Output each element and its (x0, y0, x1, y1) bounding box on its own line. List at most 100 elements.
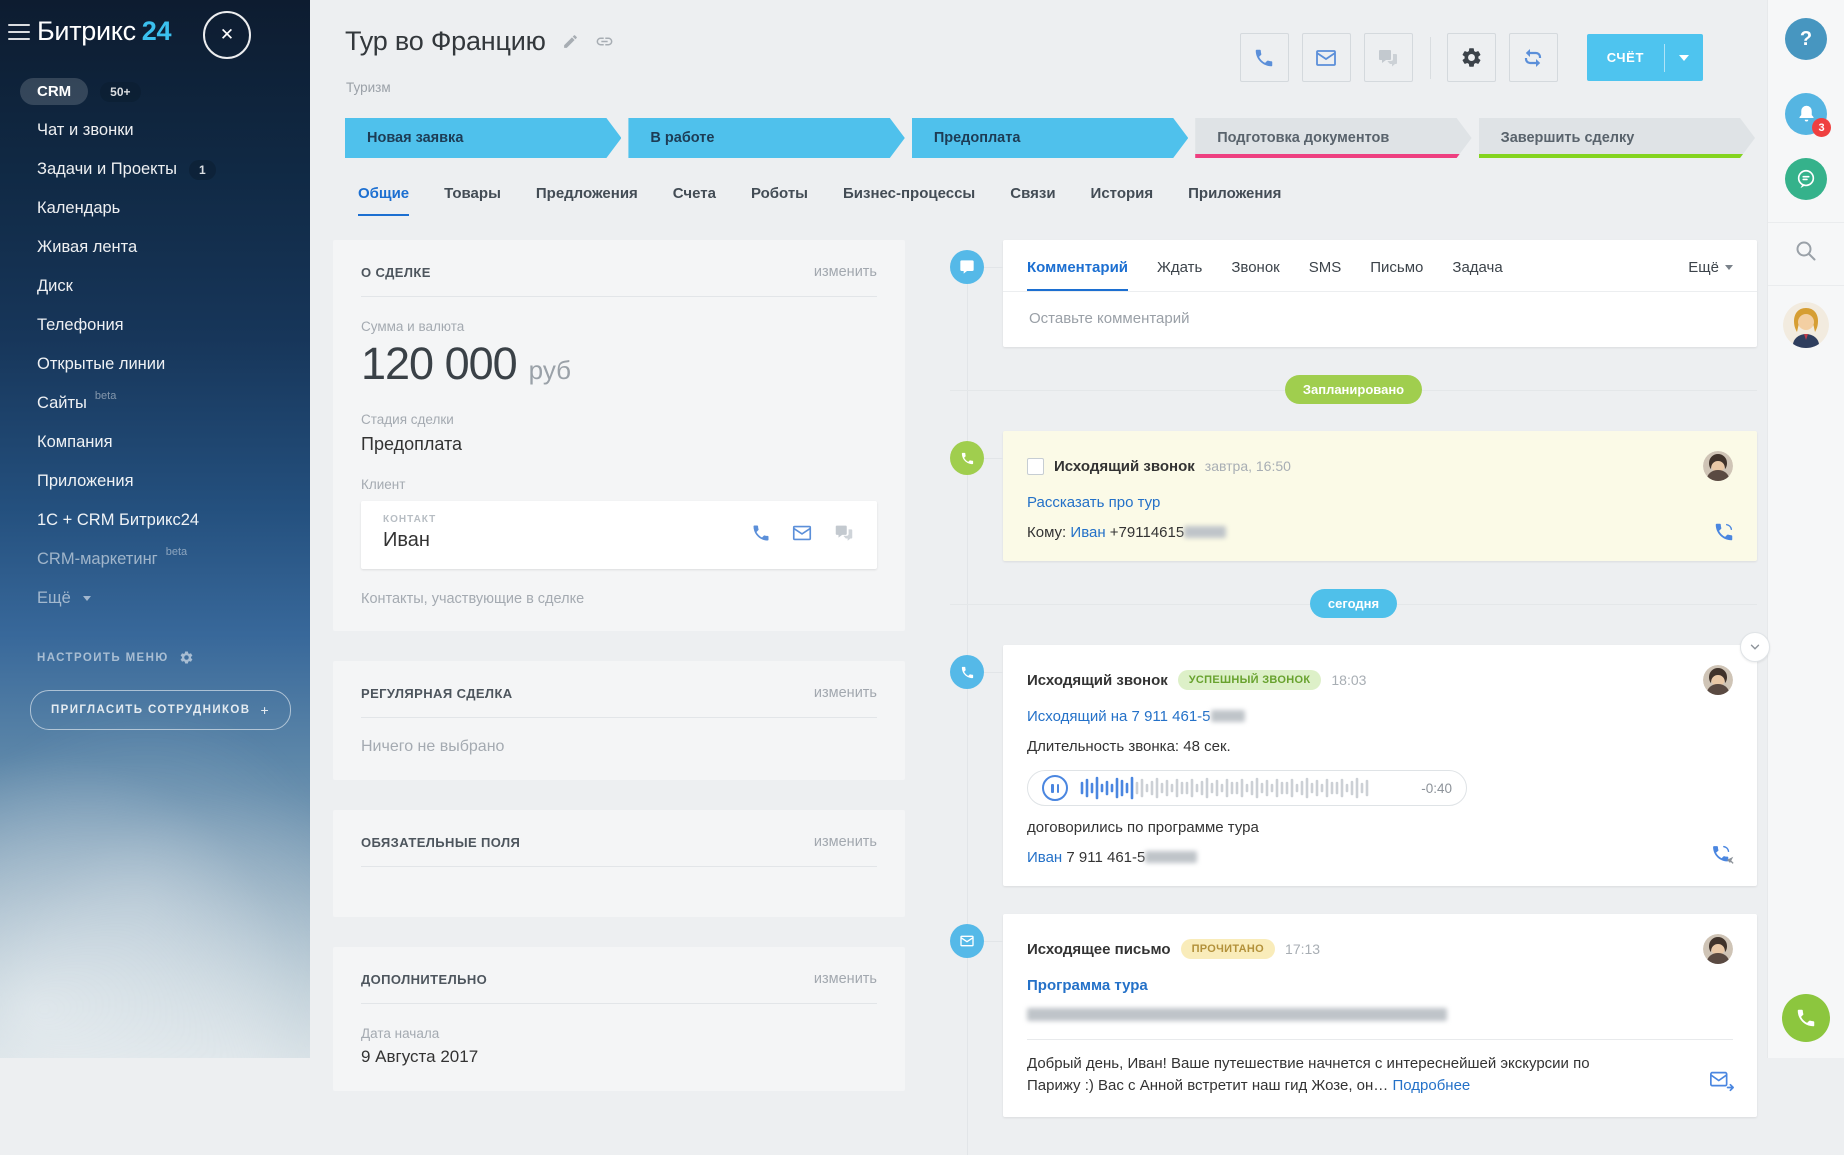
edit-recurring-link[interactable]: изменить (813, 685, 877, 701)
composer-tab-call[interactable]: Звонок (1231, 259, 1280, 276)
waveform[interactable] (1080, 776, 1372, 800)
invite-employees-button[interactable]: ПРИГЛАСИТЬ СОТРУДНИКОВ + (30, 690, 292, 730)
call-direction-link[interactable]: Исходящий на 7 911 461-5 (1027, 708, 1211, 725)
tab-business-processes[interactable]: Бизнес-процессы (843, 185, 976, 202)
sidebar-item-more[interactable]: Ещё (37, 579, 302, 618)
outgoing-call-icon (950, 655, 1003, 689)
messenger-button[interactable] (1785, 158, 1827, 200)
help-button[interactable]: ? (1785, 18, 1827, 60)
phone-call-button[interactable] (1782, 994, 1830, 1042)
user-avatar[interactable] (1783, 302, 1829, 348)
timeline: Комментарий Ждать Звонок SMS Письмо Зада… (950, 240, 1770, 1154)
redacted-digits (1184, 526, 1227, 538)
call-button[interactable] (1239, 33, 1289, 82)
amount-label: Сумма и валюта (361, 319, 465, 334)
comment-input[interactable] (1027, 309, 1737, 328)
tab-quotes[interactable]: Предложения (535, 185, 638, 202)
invoice-dropdown-caret[interactable] (1665, 54, 1703, 61)
contact-link[interactable]: Иван (1027, 849, 1063, 866)
header-actions: СЧЁТ (1239, 33, 1703, 82)
sidebar-item-apps[interactable]: Приложения (37, 472, 134, 490)
sidebar-item-feed[interactable]: Живая лента (37, 238, 138, 256)
call-now-icon[interactable] (1713, 521, 1735, 543)
link-icon[interactable] (595, 32, 614, 51)
sidebar-item-1c-crm[interactable]: 1С + CRM Битрикс24 (37, 511, 200, 529)
chat-bubbles-icon[interactable] (833, 522, 855, 544)
pause-button[interactable] (1042, 775, 1068, 801)
activity-time: завтра, 16:50 (1204, 458, 1291, 474)
tab-general[interactable]: Общие (358, 185, 410, 216)
avatar (1703, 451, 1733, 481)
stage-close[interactable]: Завершить сделку (1479, 118, 1755, 158)
phone-icon (1797, 1009, 1815, 1027)
complete-checkbox[interactable] (1027, 457, 1044, 475)
contact-card[interactable]: КОНТАКТ Иван (361, 501, 877, 569)
sidebar-item-drive[interactable]: Диск (37, 277, 73, 295)
edit-required-link[interactable]: изменить (813, 834, 877, 850)
tab-invoices[interactable]: Счета (672, 185, 716, 202)
sidebar-item-sites[interactable]: Сайты beta (37, 390, 117, 412)
hamburger-menu-icon[interactable] (8, 24, 30, 45)
deal-tabs: Общие Товары Предложения Счета Роботы Би… (358, 185, 1768, 216)
call-log-card: Исходящий звонок УСПЕШНЫЙ ЗВОНОК 18:03 И… (1003, 632, 1770, 886)
envelope-icon[interactable] (791, 522, 813, 544)
email-more-link[interactable]: Подробнее (1392, 1076, 1471, 1094)
call-note: договорились по программе тура (1027, 819, 1259, 836)
sidebar-item-calendar[interactable]: Календарь (37, 199, 121, 217)
deal-amount: 120 000 (361, 338, 518, 389)
stage-documents[interactable]: Подготовка документов (1195, 118, 1471, 158)
sidebar-item-chat-calls[interactable]: Чат и звонки (37, 121, 134, 139)
today-pill: сегодня (1309, 589, 1398, 618)
start-date-value: 9 Августа 2017 (361, 1047, 479, 1066)
sidebar-item-crm-marketing[interactable]: CRM-маркетинг beta (37, 546, 188, 568)
composer-tab-task[interactable]: Задача (1452, 259, 1503, 276)
sync-button[interactable] (1508, 33, 1558, 82)
collapse-timeline-button[interactable] (1740, 632, 1770, 662)
invoice-button[interactable]: СЧЁТ (1586, 34, 1703, 81)
configure-menu-button[interactable]: НАСТРОИТЬ МЕНЮ (37, 650, 194, 665)
stage-label: Стадия сделки (361, 412, 454, 427)
search-button[interactable] (1794, 239, 1818, 263)
bell-icon (1799, 105, 1813, 121)
tab-relations[interactable]: Связи (1010, 185, 1056, 202)
close-menu-button[interactable]: ✕ (203, 11, 251, 59)
section-title: ДОПОЛНИТЕЛЬНО (361, 971, 488, 987)
stage-prepayment[interactable]: Предоплата (912, 118, 1188, 158)
pinned-call-icon[interactable] (1709, 842, 1735, 868)
contact-link[interactable]: Иван (1070, 524, 1106, 541)
settings-button[interactable] (1446, 33, 1496, 82)
phone-icon[interactable] (751, 523, 771, 543)
composer-tab-comment[interactable]: Комментарий (1027, 259, 1129, 291)
reply-email-icon[interactable] (1709, 1069, 1735, 1093)
edit-about-link[interactable]: изменить (813, 264, 877, 280)
plus-icon: + (260, 702, 271, 718)
sidebar-item-telephony[interactable]: Телефония (37, 316, 124, 334)
tab-applications[interactable]: Приложения (1188, 185, 1282, 202)
email-button[interactable] (1301, 33, 1351, 82)
email-subject-link[interactable]: Программа тура (1027, 977, 1148, 994)
composer-tab-sms[interactable]: SMS (1308, 259, 1342, 276)
composer-tab-wait[interactable]: Ждать (1157, 259, 1203, 276)
edit-additional-link[interactable]: изменить (813, 971, 877, 987)
planned-call-subject-link[interactable]: Рассказать про тур (1027, 494, 1161, 511)
sidebar-item-openlines[interactable]: Открытые линии (37, 355, 166, 373)
stage-new[interactable]: Новая заявка (345, 118, 621, 158)
sidebar-item-company[interactable]: Компания (37, 433, 113, 451)
tab-products[interactable]: Товары (444, 185, 501, 202)
phone-icon (1256, 49, 1273, 66)
comment-bubble-icon (950, 250, 1003, 284)
tab-robots[interactable]: Роботы (750, 185, 808, 202)
recurring-empty-value: Ничего не выбрано (361, 738, 505, 755)
tab-history[interactable]: История (1090, 185, 1154, 202)
composer-tab-email[interactable]: Письмо (1370, 259, 1424, 276)
sidebar-item-tasks[interactable]: Задачи и Проекты 1 (37, 150, 302, 189)
stage-in-progress[interactable]: В работе (628, 118, 904, 158)
notifications-button[interactable]: 3 (1785, 93, 1831, 137)
sidebar-item-crm[interactable]: CRM 50+ (20, 72, 302, 111)
chat-bubbles-icon (1379, 49, 1398, 66)
activity-title: Исходящее письмо (1027, 940, 1171, 958)
deal-category: Туризм (346, 80, 391, 95)
edit-title-icon[interactable] (562, 33, 579, 50)
composer-tab-more[interactable]: Ещё (1688, 259, 1733, 291)
chat-button[interactable] (1363, 33, 1413, 82)
